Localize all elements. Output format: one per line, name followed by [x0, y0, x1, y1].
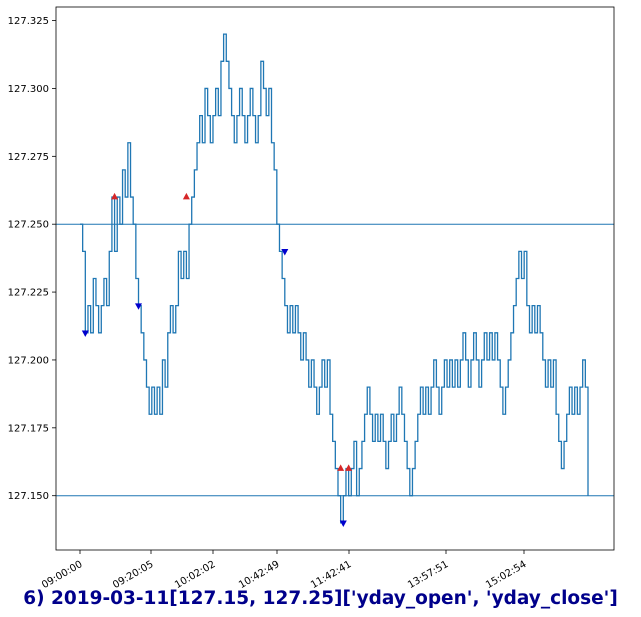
- sell-marker-4: [281, 249, 289, 256]
- sell-marker-6: [339, 520, 347, 527]
- y-tick-label-0: 127.150: [8, 491, 49, 502]
- price-chart: 127.150 127.175 127.200 127.225 127.250 127.2…: [8, 6, 615, 590]
- y-tick-label-2: 127.200: [8, 355, 49, 366]
- price-line: [80, 33, 589, 524]
- x-tick-label-4: 11:42:41: [309, 559, 353, 590]
- y-axis: 127.150 127.175 127.200 127.225 127.250 127.2…: [8, 16, 56, 502]
- x-tick-label-0: 09:00:00: [40, 559, 84, 590]
- y-tick-label-6: 127.300: [8, 84, 49, 95]
- sell-marker-2: [135, 303, 143, 310]
- x-tick-label-3: 10:42:49: [237, 559, 281, 590]
- buy-marker-7: [345, 464, 353, 471]
- plot-frame: [55, 6, 615, 551]
- x-axis: 09:00:00 09:20:05 10:02:02 10:42:49 11:42:41…: [40, 550, 529, 590]
- x-tick-label-6: 15:02:54: [484, 559, 528, 590]
- price-line-group: [80, 33, 589, 524]
- x-tick-label-2: 10:02:02: [173, 559, 217, 590]
- x-tick-label-5: 13:57:51: [406, 559, 450, 590]
- sell-marker-0: [81, 330, 89, 337]
- y-tick-label-3: 127.225: [8, 288, 49, 299]
- chart-caption: 6) 2019-03-11[127.15, 127.25]['yday_open…: [23, 588, 618, 609]
- y-tick-label-1: 127.175: [8, 423, 49, 434]
- y-tick-label-5: 127.275: [8, 152, 49, 163]
- y-tick-label-4: 127.250: [8, 220, 49, 231]
- reference-lines: [56, 223, 614, 497]
- buy-marker-1: [111, 192, 119, 200]
- x-tick-label-1: 09:20:05: [111, 559, 155, 590]
- trade-markers: [81, 192, 353, 527]
- y-tick-label-7: 127.325: [8, 16, 49, 27]
- buy-marker-3: [182, 192, 190, 200]
- buy-marker-5: [337, 464, 345, 471]
